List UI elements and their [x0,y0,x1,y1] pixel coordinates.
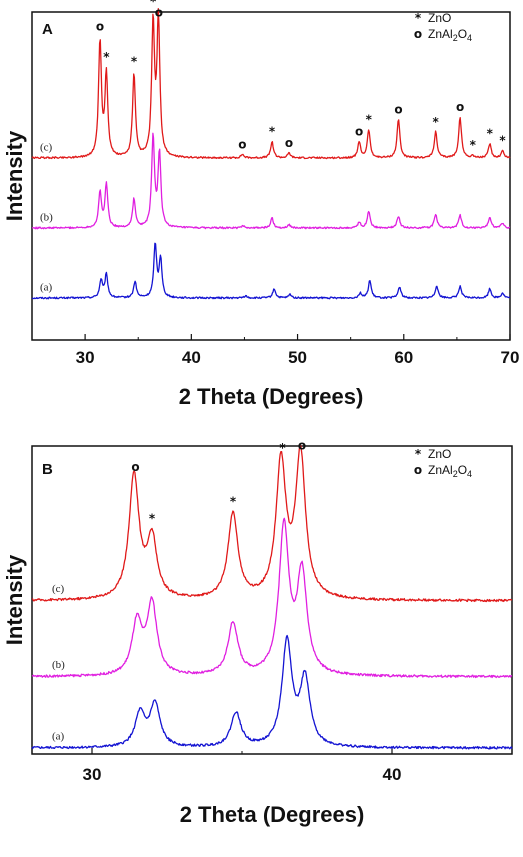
peak-marker-zno: * [433,115,440,129]
legend-label: ZnO [428,447,451,461]
peak-marker-zno: * [230,494,237,508]
legend-label: ZnO [428,11,451,25]
peak-marker-znal2o4: o [155,6,163,20]
peak-marker-zno: * [470,138,477,152]
peak-marker-znal2o4: o [131,460,139,474]
legend-marker: * [415,11,422,25]
peak-marker-zno: * [131,55,138,69]
peak-marker-znal2o4: o [456,100,464,114]
series-line-b [31,517,513,679]
x-axis-title: 2 Theta (Degrees) [180,802,365,827]
peak-marker-zno: * [366,112,373,126]
series-line-b [31,132,511,230]
peak-marker-znal2o4: o [298,439,306,453]
series-label: (b) [40,212,53,224]
x-tick-label: 60 [394,348,413,367]
peak-marker-zno: * [149,512,156,526]
series-label: (c) [52,583,65,595]
peak-marker-zno: * [150,0,157,8]
peak-marker-zno: * [487,127,494,141]
panel-label: A [42,21,53,38]
legend-marker: o [414,463,422,477]
series-label: (b) [52,659,65,671]
peak-marker-znal2o4: o [238,137,246,151]
y-axis-title: Intensity [2,130,27,221]
x-tick-label: 40 [182,348,201,367]
legend-marker: o [414,27,422,41]
peak-marker-znal2o4: o [285,136,293,150]
series-line-c [31,7,511,160]
legend-label: ZnAl2O4 [428,463,472,479]
y-axis-title: Intensity [2,554,27,645]
series-line-a [31,242,511,300]
x-tick-label: 30 [83,765,102,784]
x-tick-label: 70 [501,348,520,367]
peak-marker-znal2o4: o [96,20,104,34]
peak-marker-znal2o4: o [394,102,402,116]
panel-label: B [42,461,53,478]
x-tick-label: 30 [76,348,95,367]
series-line-a [31,634,513,750]
peak-marker-zno: * [103,50,110,64]
legend-label: ZnAl2O4 [428,27,472,43]
x-tick-label: 50 [288,348,307,367]
plot-frame [31,11,511,341]
series-label: (a) [40,282,53,294]
legend-marker: * [415,447,422,461]
series-line-c [31,445,513,603]
x-axis-title: 2 Theta (Degrees) [179,384,364,409]
peak-marker-zno: * [279,441,286,455]
series-label: (c) [40,142,53,154]
plot-frame [31,445,513,755]
peak-marker-zno: * [499,134,506,148]
x-tick-label: 40 [383,765,402,784]
series-label: (a) [52,730,65,742]
peak-marker-znal2o4: o [355,125,363,139]
peak-marker-zno: * [269,125,276,139]
